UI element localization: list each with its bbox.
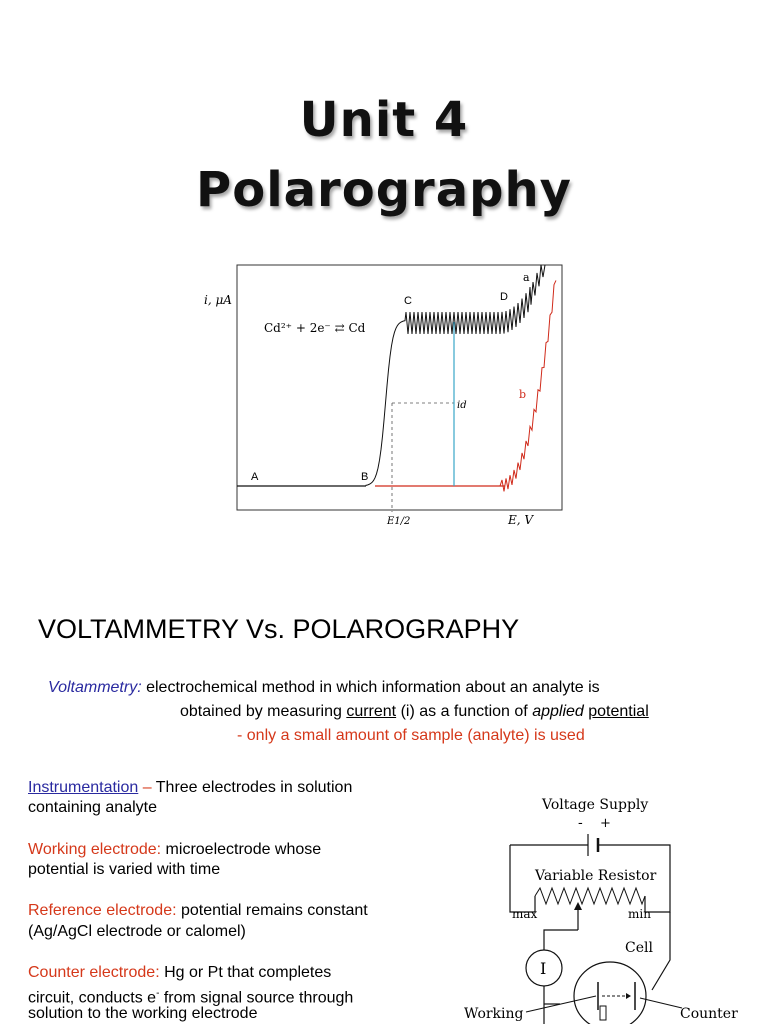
battery-minus-label: -: [578, 815, 583, 831]
plot-frame: [236, 264, 563, 511]
instrumentation-dash: –: [138, 779, 156, 796]
instrumentation-text-1: Three electrodes in solution: [155, 779, 353, 796]
voltammetry-term: Voltammetry:: [48, 679, 142, 696]
electron-superscript: -: [156, 988, 160, 999]
working-line-1: Working electrode: microelectrode whose: [28, 840, 321, 860]
potential-word: potential: [588, 703, 649, 720]
counter-pointer: [639, 997, 683, 1009]
instrumentation-line-1: Instrumentation – Three electrodes in so…: [28, 778, 352, 798]
reference-electrode-symbol: [599, 1005, 607, 1021]
ammeter-label: I: [540, 959, 546, 978]
reference-text-1: potential remains constant: [176, 902, 368, 919]
instrumentation-line-2: containing analyte: [28, 799, 157, 816]
curve-a: [365, 264, 546, 486]
working-line-2: potential is varied with time: [28, 861, 221, 878]
battery-plus-label: +: [600, 816, 611, 831]
counter-term: Counter electrode:: [28, 964, 160, 981]
voltammetry-text-2b: (i) as a function of: [396, 703, 533, 720]
max-label: max: [512, 907, 538, 921]
curve-label-b: b: [519, 388, 526, 401]
counter-label: Counter: [680, 1006, 738, 1022]
voltammetry-line-2: obtained by measuring current (i) as a f…: [180, 702, 649, 722]
reaction-label: Cd²⁺ + 2e⁻ ⇄ Cd: [264, 321, 366, 335]
id-label: id: [457, 400, 467, 411]
voltage-supply-label: Voltage Supply: [541, 797, 648, 813]
circuit-diagram: Voltage Supply - + Variable Resistor max…: [464, 797, 738, 1024]
reference-term: Reference electrode:: [28, 902, 177, 919]
x-axis-label: E, V: [507, 513, 534, 527]
title-line-2: Polarography: [196, 162, 572, 218]
circuit-wire-outer: [509, 844, 671, 913]
voltammetry-text-2a: obtained by measuring: [180, 703, 347, 720]
working-label: Working: [464, 1006, 524, 1022]
curve-label-a: a: [523, 271, 530, 284]
slider-arrow-head: [574, 902, 582, 910]
y-axis-label: i, μA: [204, 293, 232, 307]
electrochemical-cell: [573, 961, 647, 1024]
e-half-label: E1/2: [386, 516, 410, 527]
point-label-c: C: [404, 295, 412, 307]
wire-to-ammeter: [543, 929, 578, 950]
variable-resistor-label: Variable Resistor: [534, 868, 657, 884]
reference-line-2: (Ag/AgCl electrode or calomel): [28, 923, 246, 940]
polarogram-figure: i, μA Cd²⁺ + 2e⁻ ⇄ Cd A B C D a b id E1/…: [204, 264, 563, 527]
working-term: Working electrode:: [28, 841, 162, 858]
voltammetry-text-1: electrochemical method in which informat…: [141, 679, 600, 696]
voltammetry-note: - only a small amount of sample (analyte…: [237, 727, 585, 744]
curve-b: [499, 280, 557, 492]
reference-line-1: Reference electrode: potential remains c…: [28, 901, 368, 921]
cell-arrow-head: [626, 993, 631, 999]
counter-line-2: circuit, conducts e- from signal source …: [28, 984, 353, 1008]
counter-text-2b: from signal source through: [159, 989, 354, 1007]
title-line-1: Unit 4: [299, 92, 469, 148]
point-label-b: B: [361, 471, 368, 483]
point-label-d: D: [500, 291, 508, 303]
wire-to-counter: [651, 912, 671, 991]
counter-text-2a: circuit, conducts e: [28, 989, 157, 1007]
applied-word: applied: [532, 703, 584, 720]
point-label-a: A: [251, 471, 259, 483]
counter-text-1: Hg or Pt that completes: [159, 964, 332, 981]
working-pointer: [525, 995, 597, 1013]
resistor-leads: [534, 896, 646, 912]
counter-line-3: solution to the working electrode: [28, 1005, 258, 1022]
voltammetry-line-1: Voltammetry: electrochemical method in w…: [48, 678, 600, 698]
counter-line-1: Counter electrode: Hg or Pt that complet…: [28, 963, 331, 983]
working-text-1: microelectrode whose: [161, 841, 322, 858]
section-heading: VOLTAMMETRY Vs. POLAROGRAPHY: [38, 614, 520, 644]
min-label: min: [628, 907, 651, 921]
instrumentation-term: Instrumentation: [28, 779, 139, 796]
cell-label: Cell: [625, 940, 653, 956]
resistor-zigzag: [534, 886, 646, 906]
current-word: current: [346, 703, 397, 720]
